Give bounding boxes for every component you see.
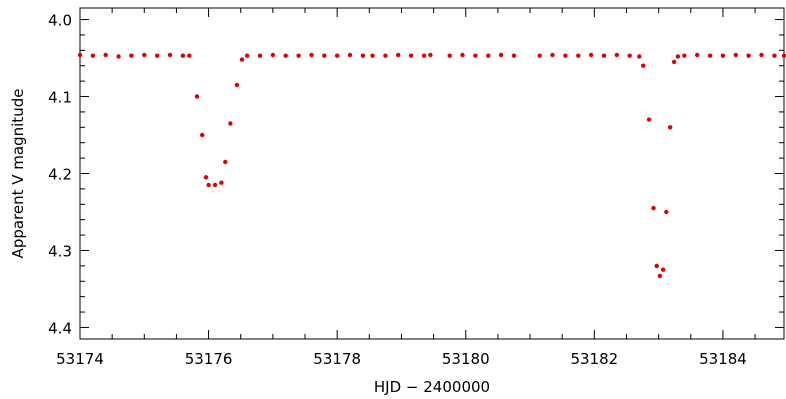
plot-area: 53174 53176 53178 53180 53182 53184 4.0 4.1 4.2 4…: [48, 7, 786, 368]
data-point: [486, 53, 491, 58]
data-point: [657, 273, 663, 279]
data-point: [576, 53, 581, 58]
y-tick-label: 4.1: [48, 89, 72, 107]
x-tick-label: 53182: [570, 350, 618, 368]
data-point: [781, 53, 786, 58]
data-point: [187, 53, 192, 58]
data-point: [746, 53, 751, 58]
data-point: [142, 52, 147, 58]
data-point: [228, 121, 233, 126]
y-tick-label: 4.0: [48, 12, 72, 30]
data-point: [511, 53, 517, 58]
axis-tick-labels: 53174 53176 53178 53180 53182 53184 4.0 4.1 4.2 4…: [48, 12, 747, 368]
data-point: [370, 53, 375, 58]
data-point: [155, 53, 160, 58]
data-point: [200, 132, 205, 138]
data-point: [234, 82, 240, 88]
data-point: [77, 52, 83, 58]
data-point: [129, 53, 134, 58]
data-point: [309, 52, 314, 58]
data-point: [720, 53, 726, 58]
data-point: [219, 180, 224, 185]
data-point: [675, 54, 681, 59]
x-tick-label: 53180: [442, 350, 490, 368]
data-point: [671, 59, 677, 65]
axis-ticks: [79, 8, 784, 339]
data-point: [194, 94, 200, 99]
data-point: [428, 52, 433, 58]
data-point: [347, 52, 353, 58]
data-point: [408, 53, 414, 58]
data-point: [637, 54, 642, 59]
data-point: [335, 53, 340, 58]
data-point: [664, 209, 669, 215]
data-points: [77, 52, 786, 279]
x-tick-label: 53178: [313, 350, 361, 368]
data-point: [283, 53, 288, 58]
data-point: [537, 53, 542, 58]
data-point: [245, 53, 250, 58]
data-point: [627, 53, 632, 58]
data-point: [270, 52, 276, 58]
data-point: [383, 53, 388, 58]
data-point: [588, 52, 594, 58]
data-point: [759, 52, 764, 58]
data-point: [257, 53, 263, 58]
data-point: [212, 182, 218, 188]
data-point: [421, 53, 427, 58]
data-point: [473, 53, 478, 58]
data-point: [614, 52, 619, 58]
y-tick-label: 4.2: [48, 166, 72, 184]
data-point: [90, 53, 96, 58]
data-point: [498, 52, 504, 58]
data-point: [682, 53, 687, 58]
data-point: [772, 53, 777, 58]
y-axis-label: Apparent V magnitude: [9, 89, 27, 259]
data-point: [695, 52, 700, 58]
data-point: [660, 267, 666, 272]
data-point: [360, 53, 366, 58]
data-point: [116, 54, 121, 59]
data-point: [103, 52, 108, 58]
data-point: [206, 182, 211, 188]
data-point: [223, 159, 228, 165]
data-point: [651, 205, 656, 211]
data-point: [296, 53, 301, 58]
data-point: [203, 175, 209, 180]
data-point: [563, 53, 568, 58]
x-tick-label: 53184: [699, 350, 747, 368]
x-axis-label: HJD − 2400000: [374, 378, 490, 396]
x-tick-label: 53174: [56, 350, 104, 368]
data-point: [668, 125, 673, 130]
data-point: [654, 263, 659, 269]
x-tick-label: 53176: [185, 350, 233, 368]
data-point: [180, 53, 186, 58]
data-point: [733, 52, 738, 58]
y-tick-label: 4.4: [48, 319, 72, 337]
data-point: [239, 57, 245, 62]
data-point: [447, 53, 452, 58]
data-point: [550, 52, 555, 58]
data-point: [322, 53, 327, 58]
data-point: [646, 117, 652, 122]
data-point: [460, 52, 465, 58]
data-point: [707, 53, 713, 58]
data-point: [396, 52, 401, 58]
data-point: [167, 52, 173, 58]
data-point: [601, 53, 607, 58]
y-tick-label: 4.3: [48, 242, 72, 260]
data-point: [641, 63, 646, 68]
